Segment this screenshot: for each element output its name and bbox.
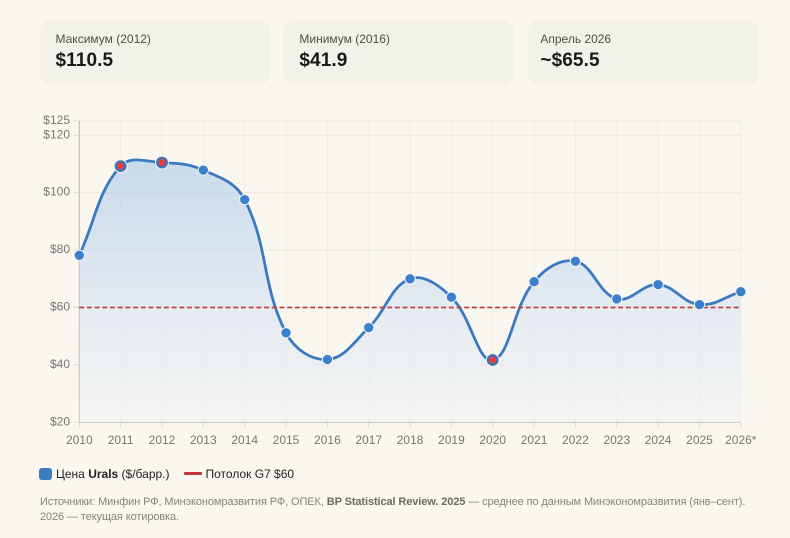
svg-text:$80: $80 [50,242,70,256]
svg-text:$100: $100 [43,185,70,199]
svg-text:2010: 2010 [66,433,93,447]
svg-text:2021: 2021 [521,433,548,447]
svg-text:2020: 2020 [479,433,506,447]
svg-text:2025: 2025 [686,433,713,447]
svg-text:2014: 2014 [231,433,258,447]
svg-text:2012: 2012 [149,433,176,447]
svg-text:2022: 2022 [562,433,589,447]
svg-text:2018: 2018 [397,433,424,447]
svg-text:2019: 2019 [438,433,465,447]
svg-text:2024: 2024 [645,433,672,447]
svg-text:2026*: 2026* [725,433,757,447]
svg-text:$60: $60 [50,300,70,314]
svg-text:2023: 2023 [603,433,630,447]
svg-text:$120: $120 [43,127,70,141]
svg-text:2017: 2017 [355,433,382,447]
svg-text:$20: $20 [50,414,70,428]
svg-text:2011: 2011 [108,433,134,447]
svg-text:2013: 2013 [190,433,217,447]
svg-text:2015: 2015 [273,433,300,447]
svg-text:$125: $125 [43,113,70,127]
svg-text:2016: 2016 [314,433,341,447]
svg-text:$40: $40 [50,357,70,371]
